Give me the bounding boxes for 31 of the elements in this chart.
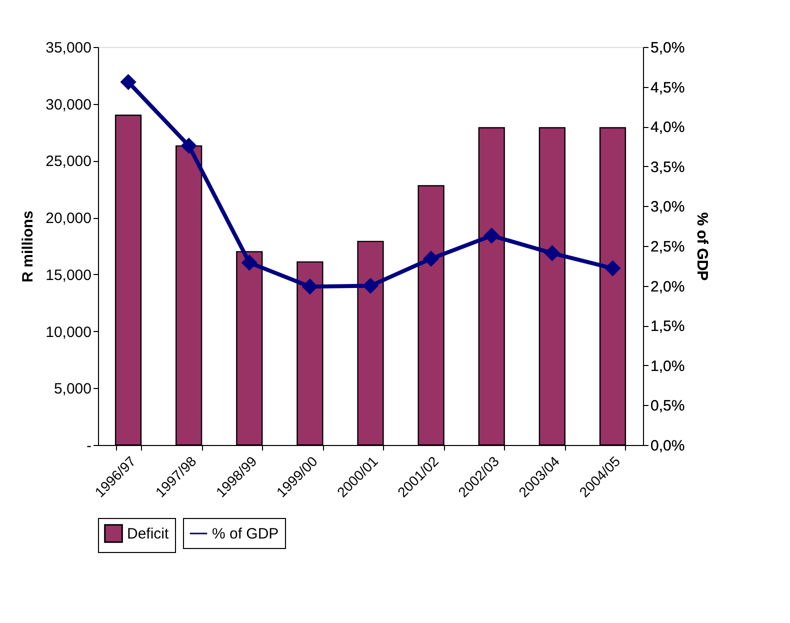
- y-tick-label: 15,000: [46, 266, 92, 284]
- y-tick-label: 5,000: [54, 380, 92, 398]
- point: [120, 74, 136, 90]
- y2-axis-title: % of GDP: [694, 212, 711, 281]
- point: [362, 278, 379, 294]
- y-tick-label: 20,000: [46, 210, 92, 228]
- y2-tick-label: 2,5%: [650, 238, 685, 256]
- point: [604, 260, 621, 276]
- point: [241, 254, 258, 271]
- y-tick-label: 25,000: [46, 153, 92, 170]
- y2-tick-label: 4,0%: [650, 119, 685, 136]
- y2-tick-label: 5,0%: [650, 40, 685, 56]
- y2-tick-label: 4,5%: [650, 79, 685, 96]
- legend-label: Deficit: [127, 526, 170, 542]
- point: [180, 138, 197, 154]
- y-tick-label: 30,000: [46, 96, 92, 114]
- y2-tick-label: 3,0%: [650, 198, 685, 216]
- point: [544, 245, 560, 262]
- y-tick-label: 10,000: [46, 324, 92, 341]
- point: [484, 228, 500, 244]
- y2-tick-label: 0,0%: [650, 438, 685, 454]
- y-axis-title: R millions: [20, 210, 37, 282]
- point: [422, 250, 440, 267]
- y2-tick-label: 1,5%: [650, 318, 685, 336]
- y2-tick-label: 0,5%: [650, 398, 685, 415]
- y2-tick-label: 2,0%: [650, 278, 685, 296]
- y2-tick-label: 1,0%: [650, 358, 685, 375]
- y-tick-label: 35,000: [46, 40, 92, 56]
- y2-tick-label: 3,5%: [650, 158, 685, 176]
- legend-label: % of GDP: [212, 526, 279, 542]
- y-tick-label: -: [86, 438, 92, 454]
